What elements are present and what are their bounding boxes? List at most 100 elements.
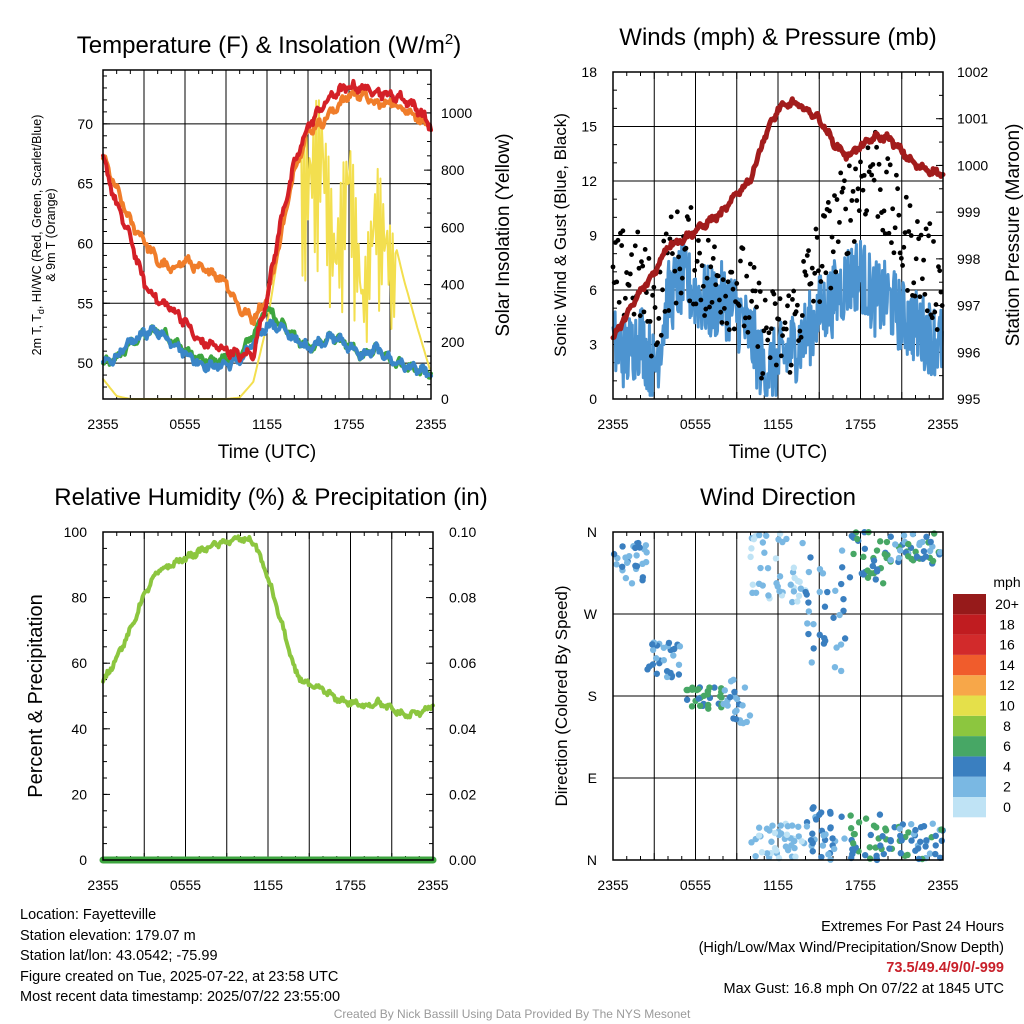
direction-point — [765, 592, 772, 599]
temperature-xlabel: Time (UTC) — [218, 442, 317, 463]
elevation-text: Station elevation: 179.07 m — [20, 927, 196, 944]
gust-point — [677, 266, 683, 272]
direction-xtick-label: 1155 — [763, 877, 793, 893]
direction-point — [619, 543, 626, 550]
colorbar-swatch — [953, 634, 986, 655]
gust-point — [823, 270, 829, 276]
gust-point — [663, 231, 669, 237]
gust-point — [864, 208, 870, 214]
humidity-y2tick-label: 0.08 — [449, 590, 476, 606]
gust-point — [715, 273, 721, 279]
gust-point — [729, 269, 735, 275]
winds-frame — [612, 71, 944, 400]
direction-point — [758, 849, 766, 856]
temperature-xtick-label: 0555 — [169, 416, 200, 432]
gust-point — [745, 329, 751, 335]
direction-point — [777, 822, 784, 829]
direction-point — [897, 832, 904, 839]
gust-point — [688, 205, 694, 210]
direction-point — [895, 554, 903, 562]
extremes-info: Extremes For Past 24 Hours (High/Low/Max… — [699, 917, 1004, 999]
direction-point — [683, 696, 691, 703]
gust-point — [913, 256, 919, 262]
humidity-y2tick-label: 0.10 — [449, 524, 476, 540]
direction-point — [816, 565, 824, 573]
direction-point — [880, 850, 888, 858]
direction-point — [879, 833, 886, 840]
direction-point — [872, 576, 879, 583]
direction-point — [649, 641, 656, 648]
gust-point — [616, 299, 622, 305]
temperature-y2label: Solar Insolation (Yellow) — [493, 133, 514, 336]
gust-point — [734, 281, 740, 286]
gust-point — [751, 265, 757, 270]
direction-point — [927, 538, 934, 546]
gust-point — [871, 177, 877, 183]
direction-point — [653, 670, 661, 677]
winds-xtick-label: 0555 — [680, 416, 711, 432]
gust-point — [713, 282, 719, 288]
gust-point — [813, 226, 819, 232]
colorbar-label: 10 — [999, 698, 1015, 714]
direction-point — [778, 830, 785, 837]
gust-point — [626, 282, 632, 288]
gust-point — [898, 255, 904, 261]
temperature-xtick-label: 2355 — [87, 416, 118, 432]
gust-point — [825, 200, 831, 205]
direction-point — [752, 852, 759, 860]
humidity-ytick-label: 40 — [71, 721, 87, 737]
direction-point — [639, 560, 646, 568]
direction-point — [724, 702, 731, 709]
direction-point — [809, 805, 816, 812]
direction-point — [772, 555, 780, 562]
colorbar-swatch — [953, 715, 986, 737]
direction-point — [803, 823, 811, 830]
direction-point — [628, 580, 636, 587]
gust-point — [642, 247, 648, 252]
gust-point — [901, 244, 907, 250]
direction-point — [896, 547, 904, 554]
direction-point — [830, 614, 837, 621]
direction-point — [633, 552, 640, 559]
gust-point — [791, 288, 797, 294]
gust-point — [672, 268, 678, 274]
colorbar-label: 4 — [1003, 758, 1011, 774]
gust-point — [632, 243, 638, 249]
direction-xtick-label: 2355 — [927, 877, 958, 893]
direction-point — [730, 715, 737, 722]
direction-point — [838, 564, 846, 571]
gust-point — [884, 169, 889, 175]
gust-point — [746, 315, 752, 320]
direction-point — [706, 684, 713, 691]
direction-point — [829, 835, 836, 842]
direction-point — [873, 824, 880, 831]
direction-point — [795, 592, 803, 600]
temperature-ytick-label: 60 — [77, 235, 93, 251]
gust-point — [804, 253, 810, 258]
direction-title: Wind Direction — [700, 484, 856, 511]
direction-point — [632, 544, 639, 552]
gust-point — [918, 232, 924, 238]
gust-point — [738, 258, 743, 264]
gust-point — [846, 163, 852, 169]
gust-point — [725, 279, 731, 285]
speed-colorbar: mph 0 2 4 6 8 10 12 14 16 18 20+ — [953, 574, 1021, 818]
relative-humidity-line — [101, 534, 435, 720]
gust-point — [850, 188, 856, 194]
direction-point — [755, 580, 763, 588]
gust-point — [627, 271, 633, 277]
gust-point — [650, 292, 655, 298]
winds-y2tick-label: 999 — [957, 204, 981, 220]
gust-point — [837, 220, 842, 225]
gust-point — [652, 305, 658, 310]
colorbar-title: mph — [993, 574, 1020, 590]
direction-point — [776, 588, 783, 595]
gust-point — [736, 303, 742, 308]
humidity-ytick-label: 60 — [71, 655, 87, 671]
gust-point — [731, 326, 737, 332]
direction-point — [912, 826, 919, 834]
direction-point — [721, 687, 728, 694]
direction-point — [861, 545, 869, 552]
gust-point — [676, 254, 681, 260]
colorbar-label: 20+ — [995, 596, 1019, 612]
